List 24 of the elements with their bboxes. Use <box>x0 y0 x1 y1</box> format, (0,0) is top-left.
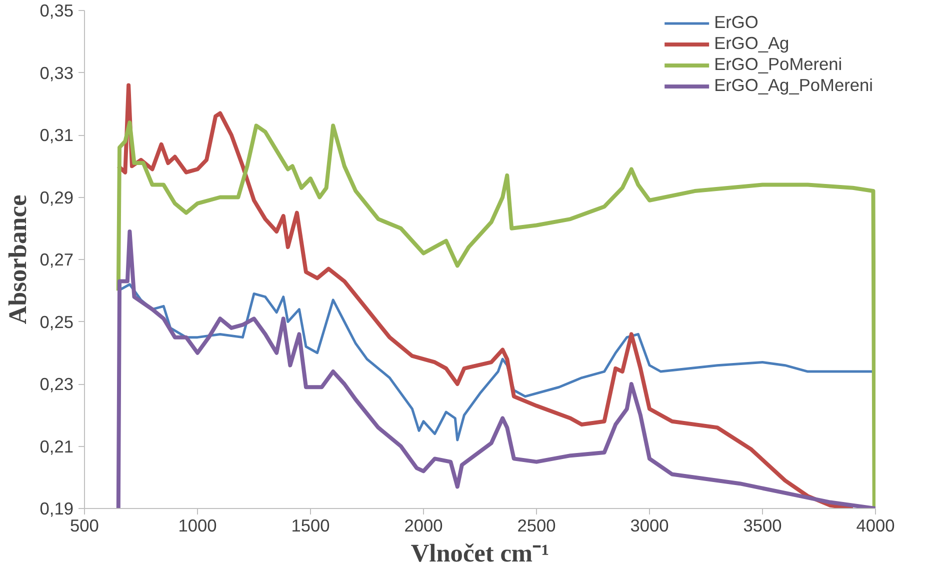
y-tick-label: 0,33 <box>40 62 74 83</box>
x-tick-label: 2000 <box>404 516 443 536</box>
x-tick-label: 1500 <box>291 516 330 536</box>
y-tick-label: 0,27 <box>40 250 74 270</box>
y-axis-title: Absorbance <box>4 194 32 324</box>
x-tick-label: 2500 <box>517 516 556 536</box>
legend-label: ErGO_PoMereni <box>714 54 842 75</box>
y-tick-label: 0,19 <box>40 498 74 518</box>
y-tick-label: 0,25 <box>40 312 74 332</box>
legend-label: ErGO <box>714 12 758 33</box>
y-tick-label: 0,29 <box>40 187 74 208</box>
x-axis-title: Vlnočet cm⁻¹ <box>410 540 550 568</box>
y-tick-label: 0,21 <box>40 436 74 456</box>
legend-label: ErGO_Ag <box>714 33 790 54</box>
x-tick-label: 1000 <box>178 516 217 536</box>
x-tick-label: 3000 <box>630 516 669 536</box>
legend-label: ErGO_Ag_PoMereni <box>714 75 873 96</box>
y-tick-label: 0,35 <box>40 0 74 20</box>
y-tick-label: 0,31 <box>40 125 74 145</box>
line-series <box>116 229 876 508</box>
x-tick-label: 4000 <box>856 516 895 536</box>
x-tick-label: 3500 <box>743 516 782 536</box>
y-tick-label: 0,23 <box>40 374 74 394</box>
x-tick-label: 500 <box>70 516 99 536</box>
